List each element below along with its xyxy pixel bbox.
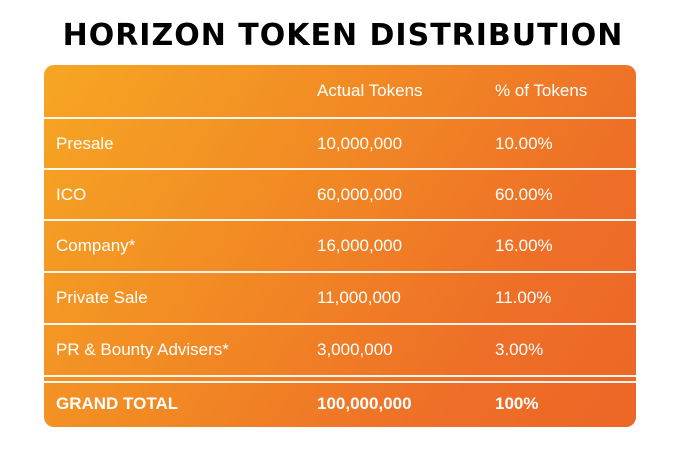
row-percent: 3.00% xyxy=(495,340,544,359)
table-row: Presale 10,000,000 10.00% xyxy=(44,119,636,169)
total-tokens: 100,000,000 xyxy=(317,394,412,413)
page-title: HORIZON TOKEN DISTRIBUTION xyxy=(62,18,624,53)
table-header-row: Actual Tokens % of Tokens xyxy=(44,65,636,117)
row-label: PR & Bounty Advisers* xyxy=(56,340,229,359)
table-row: Private Sale 11,000,000 11.00% xyxy=(44,273,636,323)
row-label: Private Sale xyxy=(56,288,148,307)
row-divider xyxy=(44,168,636,170)
row-percent: 16.00% xyxy=(495,236,553,255)
table-row: Company* 16,000,000 16.00% xyxy=(44,221,636,271)
row-percent: 60.00% xyxy=(495,185,553,204)
row-label: ICO xyxy=(56,185,87,204)
row-percent: 11.00% xyxy=(495,288,552,307)
table-row: PR & Bounty Advisers* 3,000,000 3.00% xyxy=(44,325,636,375)
row-tokens: 3,000,000 xyxy=(317,340,393,359)
row-percent: 10.00% xyxy=(495,134,553,153)
header-percent-tokens: % of Tokens xyxy=(495,81,588,100)
row-tokens: 16,000,000 xyxy=(317,236,403,255)
row-divider xyxy=(44,219,636,221)
row-label: Presale xyxy=(56,134,114,153)
table-row: ICO 60,000,000 60.00% xyxy=(44,170,636,220)
distribution-table: Actual Tokens % of Tokens Presale 10,000… xyxy=(44,65,636,427)
header-actual-tokens: Actual Tokens xyxy=(317,81,423,100)
row-divider xyxy=(44,375,636,377)
row-divider xyxy=(44,117,636,119)
total-label: GRAND TOTAL xyxy=(56,394,179,413)
row-divider xyxy=(44,271,636,273)
row-tokens: 60,000,000 xyxy=(317,185,403,204)
total-percent: 100% xyxy=(495,394,539,413)
row-label: Company* xyxy=(56,236,136,255)
total-divider xyxy=(44,381,636,383)
row-tokens: 10,000,000 xyxy=(317,134,403,153)
grand-total-row: GRAND TOTAL 100,000,000 100% xyxy=(44,379,636,427)
row-tokens: 11,000,000 xyxy=(317,288,401,307)
row-divider xyxy=(44,323,636,325)
